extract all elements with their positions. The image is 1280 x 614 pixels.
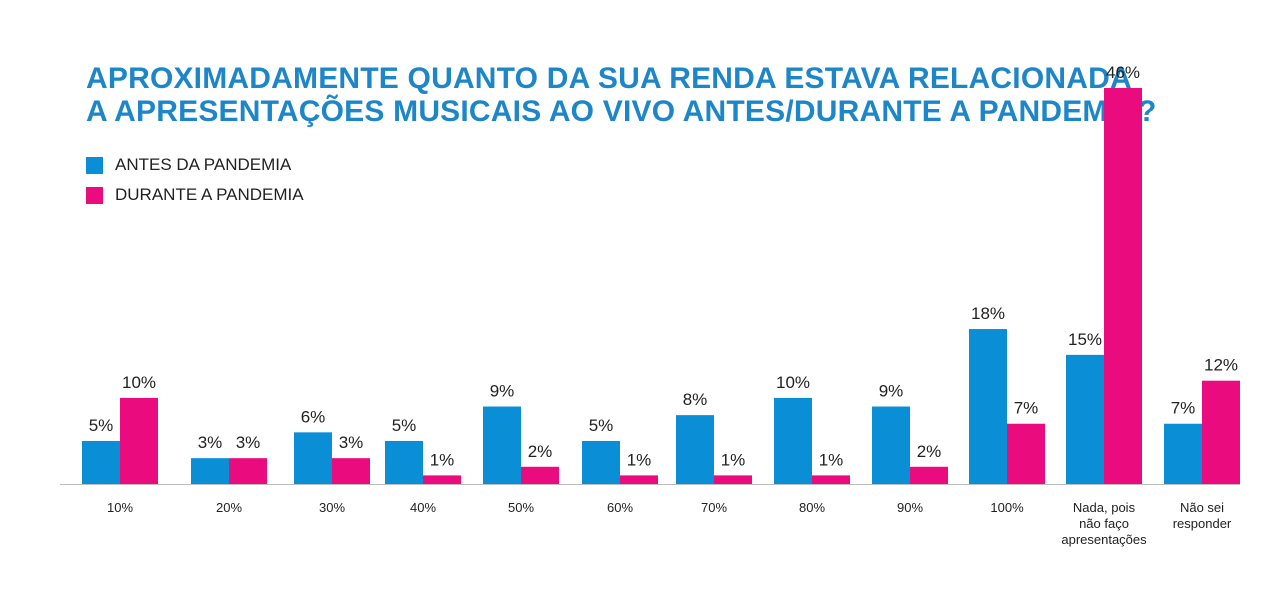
chart-title: APROXIMADAMENTE QUANTO DA SUA RENDA ESTA… bbox=[86, 62, 1157, 128]
data-label-durante-3: 1% bbox=[430, 450, 455, 469]
bar-durante-5 bbox=[620, 475, 658, 484]
data-label-durante-6: 1% bbox=[721, 450, 746, 469]
legend-item-antes: ANTES DA PANDEMIA bbox=[86, 150, 304, 180]
bar-durante-10 bbox=[1104, 88, 1142, 484]
bar-antes-4 bbox=[483, 406, 521, 484]
bar-antes-8 bbox=[872, 406, 910, 484]
x-tick-label-6: 70% bbox=[701, 500, 727, 515]
bar-antes-9 bbox=[969, 329, 1007, 484]
bar-durante-4 bbox=[521, 466, 559, 484]
bar-antes-2 bbox=[294, 432, 332, 484]
x-tick-label-10: Nada, pois não faço apresentações bbox=[1061, 500, 1147, 547]
chart-title-line-2: A APRESENTAÇÕES MUSICAIS AO VIVO ANTES/D… bbox=[86, 95, 1157, 128]
bar-durante-2 bbox=[332, 458, 370, 484]
bar-antes-10 bbox=[1066, 354, 1104, 484]
bar-antes-5 bbox=[582, 440, 620, 484]
bar-antes-11 bbox=[1164, 423, 1202, 484]
bar-durante-6 bbox=[714, 475, 752, 484]
x-tick-label-9: 100% bbox=[990, 500, 1024, 515]
bar-durante-0 bbox=[120, 397, 158, 484]
data-label-antes-8: 9% bbox=[879, 382, 904, 401]
legend-label-durante: DURANTE A PANDEMIA bbox=[115, 185, 304, 204]
bar-antes-7 bbox=[774, 397, 812, 484]
x-tick-label-3: 40% bbox=[410, 500, 436, 515]
data-label-antes-4: 9% bbox=[490, 382, 515, 401]
x-tick-label-0: 10% bbox=[107, 500, 133, 515]
x-tick-label-7: 80% bbox=[799, 500, 825, 515]
legend-label-antes: ANTES DA PANDEMIA bbox=[115, 155, 292, 174]
x-tick-label-1: 20% bbox=[216, 500, 242, 515]
x-tick-label-4: 50% bbox=[508, 500, 534, 515]
bar-antes-1 bbox=[191, 458, 229, 484]
data-label-antes-11: 7% bbox=[1171, 399, 1196, 418]
bar-antes-0 bbox=[82, 440, 120, 484]
data-label-antes-1: 3% bbox=[198, 433, 223, 452]
legend-swatch-durante bbox=[86, 186, 103, 204]
data-label-durante-0: 10% bbox=[122, 373, 156, 392]
x-tick-label-8: 90% bbox=[897, 500, 923, 515]
data-label-antes-2: 6% bbox=[301, 407, 326, 426]
data-label-durante-7: 1% bbox=[819, 450, 844, 469]
chart-title-line-1: APROXIMADAMENTE QUANTO DA SUA RENDA ESTA… bbox=[86, 62, 1132, 95]
x-tick-label-11: Não sei responder bbox=[1173, 500, 1232, 531]
data-label-durante-10: 46% bbox=[1106, 63, 1140, 82]
bar-antes-3 bbox=[385, 440, 423, 484]
x-tick-label-5: 60% bbox=[607, 500, 633, 515]
data-label-durante-1: 3% bbox=[236, 433, 261, 452]
bar-durante-8 bbox=[910, 466, 948, 484]
data-label-durante-11: 12% bbox=[1204, 356, 1238, 375]
bar-durante-11 bbox=[1202, 380, 1240, 484]
chart-legend: ANTES DA PANDEMIA DURANTE A PANDEMIA bbox=[86, 150, 304, 210]
bar-durante-7 bbox=[812, 475, 850, 484]
bar-antes-6 bbox=[676, 415, 714, 484]
data-label-antes-3: 5% bbox=[392, 416, 417, 435]
legend-item-durante: DURANTE A PANDEMIA bbox=[86, 180, 304, 210]
bar-durante-1 bbox=[229, 458, 267, 484]
data-label-antes-6: 8% bbox=[683, 390, 708, 409]
bar-durante-3 bbox=[423, 475, 461, 484]
data-label-durante-2: 3% bbox=[339, 433, 364, 452]
data-label-antes-9: 18% bbox=[971, 304, 1005, 323]
x-tick-label-2: 30% bbox=[319, 500, 345, 515]
data-label-durante-5: 1% bbox=[627, 450, 652, 469]
data-label-antes-7: 10% bbox=[776, 373, 810, 392]
data-label-durante-8: 2% bbox=[917, 442, 942, 461]
bar-durante-9 bbox=[1007, 423, 1045, 484]
data-label-durante-9: 7% bbox=[1014, 399, 1039, 418]
data-label-antes-0: 5% bbox=[89, 416, 114, 435]
data-label-antes-5: 5% bbox=[589, 416, 614, 435]
data-label-antes-10: 15% bbox=[1068, 330, 1102, 349]
legend-swatch-antes bbox=[86, 156, 103, 174]
data-label-durante-4: 2% bbox=[528, 442, 553, 461]
